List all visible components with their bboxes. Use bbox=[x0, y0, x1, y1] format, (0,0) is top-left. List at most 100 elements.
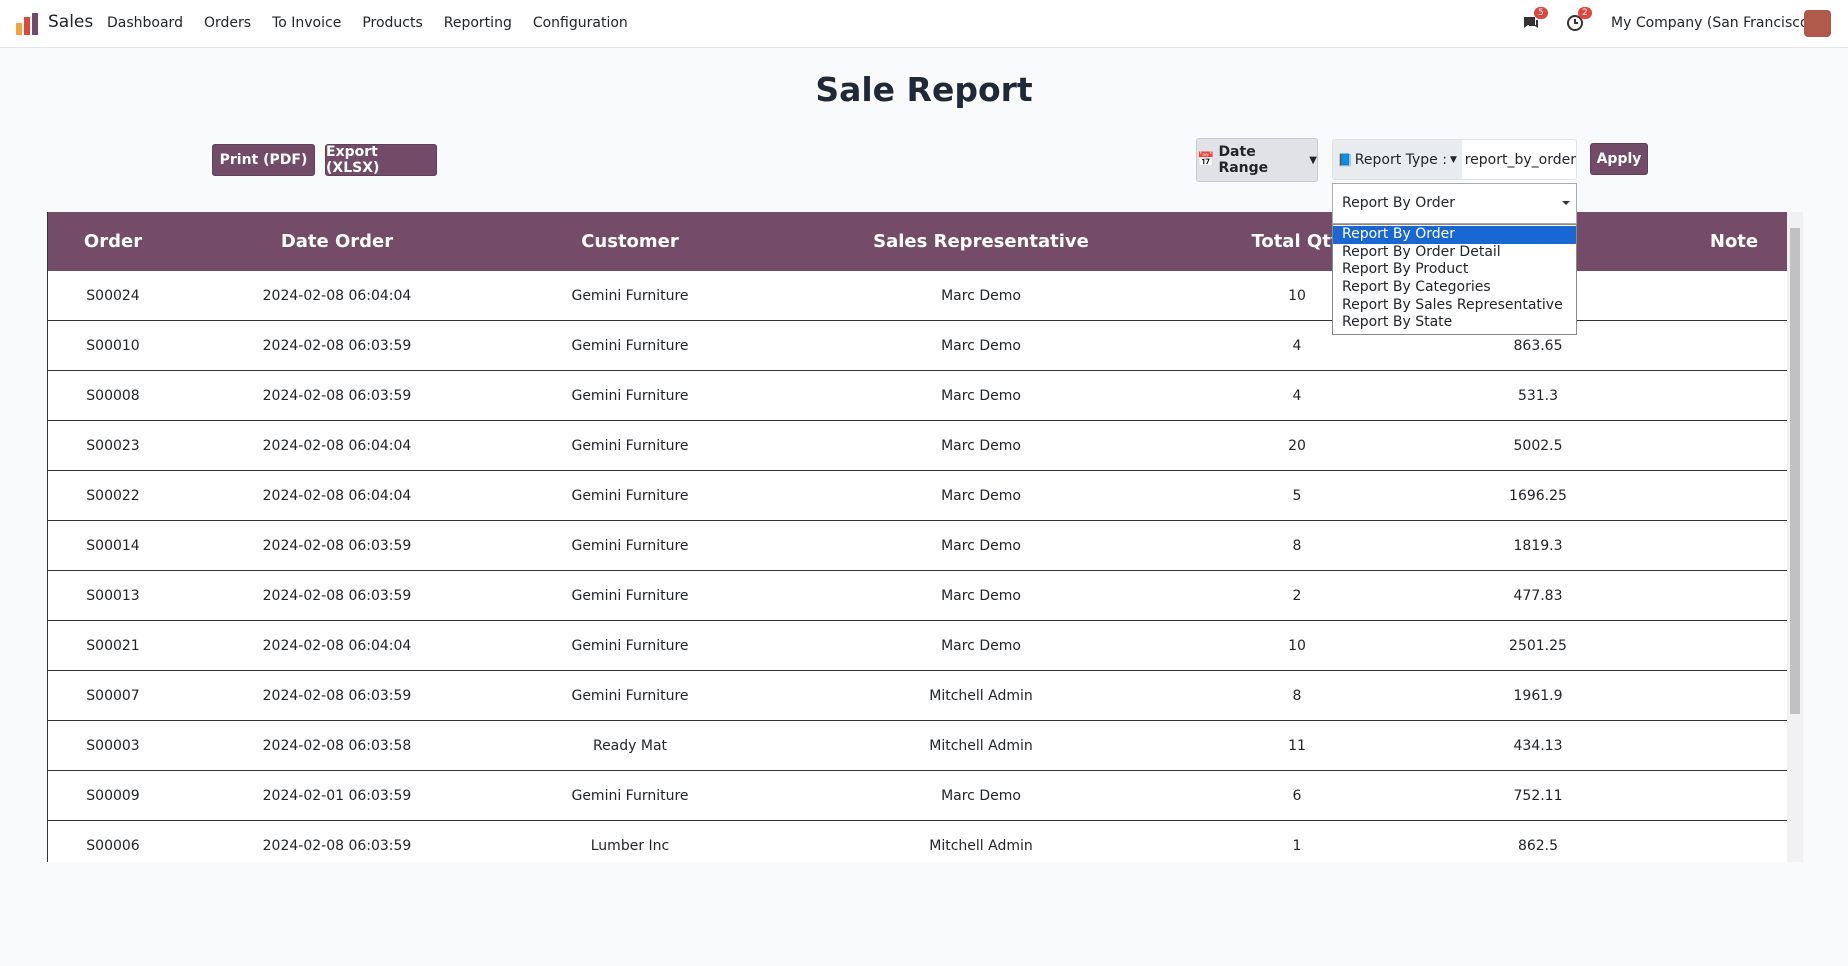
table-cell bbox=[1680, 470, 1788, 521]
menu-item[interactable]: Configuration bbox=[532, 15, 628, 31]
table-cell: Gemini Furniture bbox=[496, 470, 764, 521]
table-cell bbox=[1680, 520, 1788, 571]
avatar[interactable] bbox=[1804, 10, 1831, 37]
apply-button[interactable]: Apply bbox=[1590, 143, 1648, 175]
table-cell: 11 bbox=[1198, 720, 1396, 771]
table-cell: 2 bbox=[1198, 570, 1396, 621]
option[interactable]: Report By Sales Representative bbox=[1342, 296, 1563, 313]
table-cell: 20 bbox=[1198, 420, 1396, 471]
table-cell: 2024-02-08 06:04:04 bbox=[178, 470, 496, 521]
table-body: S00024 2024-02-08 06:04:04 Gemini Furnitur… bbox=[48, 271, 1788, 862]
table-row: S00007 2024-02-08 06:03:59 Gemini Furnitur… bbox=[48, 670, 1788, 721]
table-cell: S00023 bbox=[48, 420, 178, 471]
table-cell: 2024-02-08 06:03:59 bbox=[178, 320, 496, 371]
table-cell: 752.11 bbox=[1396, 770, 1680, 821]
selected-option: Report By Order bbox=[1342, 195, 1455, 211]
table-cell: 2024-02-08 06:03:59 bbox=[178, 520, 496, 571]
option[interactable]: Report By Product bbox=[1342, 261, 1469, 278]
option[interactable]: Report By Categories bbox=[1342, 279, 1491, 296]
table-cell: 2024-02-01 06:03:59 bbox=[178, 770, 496, 821]
table-cell: Marc Demo bbox=[764, 470, 1198, 521]
table-cell: 434.13 bbox=[1396, 720, 1680, 771]
date-range-button[interactable]: 📅 Date Range ▼ bbox=[1196, 138, 1318, 182]
report-type-value[interactable]: report_by_order bbox=[1464, 151, 1576, 168]
column-header: Order bbox=[48, 212, 178, 271]
table-cell bbox=[1680, 770, 1788, 821]
table-cell bbox=[1680, 620, 1788, 671]
table-cell: Mitchell Admin bbox=[764, 720, 1198, 771]
table-row: S00014 2024-02-08 06:03:59 Gemini Furnitur… bbox=[48, 520, 1788, 571]
table-cell: Gemini Furniture bbox=[496, 670, 764, 721]
table-cell: Gemini Furniture bbox=[496, 620, 764, 671]
table-cell: S00006 bbox=[48, 820, 178, 862]
badge: 5 bbox=[1534, 7, 1548, 19]
report-type-group: 📘 Report Type : ▼ report_by_order bbox=[1332, 139, 1577, 180]
table-cell: 8 bbox=[1198, 670, 1396, 721]
table-cell: Marc Demo bbox=[764, 570, 1198, 621]
table-row: S00022 2024-02-08 06:04:04 Gemini Furnitur… bbox=[48, 470, 1788, 521]
scroll-thumb[interactable] bbox=[1790, 228, 1800, 714]
table-cell: S00003 bbox=[48, 720, 178, 771]
table-cell bbox=[1680, 720, 1788, 771]
table-row: S00013 2024-02-08 06:03:59 Gemini Furnitur… bbox=[48, 570, 1788, 621]
table-cell: 1819.3 bbox=[1396, 520, 1680, 571]
export-button[interactable]: Export (XLSX) bbox=[325, 144, 437, 176]
table-cell: 5 bbox=[1198, 470, 1396, 521]
table-cell: 10 bbox=[1198, 620, 1396, 671]
menu: Dashboard Orders To Invoice Products Reporti… bbox=[107, 15, 628, 31]
navbar: Sales Dashboard Orders To Invoice Products R… bbox=[0, 0, 1848, 48]
company[interactable]: My Company (San Francisco) bbox=[1611, 15, 1814, 31]
table-cell: 4 bbox=[1198, 370, 1396, 421]
messages-icon[interactable]: 5 bbox=[1522, 7, 1548, 32]
menu-item[interactable]: To Invoice bbox=[272, 15, 342, 31]
column-header: Note bbox=[1680, 212, 1788, 271]
table-cell: Marc Demo bbox=[764, 271, 1198, 321]
table-cell: Gemini Furniture bbox=[496, 370, 764, 421]
table-cell: Mitchell Admin bbox=[764, 820, 1198, 862]
table-cell: S00009 bbox=[48, 770, 178, 821]
table-cell: Marc Demo bbox=[764, 370, 1198, 421]
table-cell: Marc Demo bbox=[764, 420, 1198, 471]
table-cell: Marc Demo bbox=[764, 320, 1198, 371]
table-cell: Gemini Furniture bbox=[496, 570, 764, 621]
app-name[interactable]: Sales bbox=[48, 12, 94, 32]
menu-item[interactable]: Dashboard bbox=[107, 15, 183, 31]
table-cell: Gemini Furniture bbox=[496, 770, 764, 821]
menu-item[interactable]: Reporting bbox=[443, 15, 512, 31]
table-cell: 2024-02-08 06:03:59 bbox=[178, 670, 496, 721]
table-row: S00009 2024-02-01 06:03:59 Gemini Furnitur… bbox=[48, 770, 1788, 821]
column-header: Customer bbox=[496, 212, 764, 271]
option[interactable]: Report By Order Detail bbox=[1342, 243, 1501, 260]
table-cell: Gemini Furniture bbox=[496, 520, 764, 571]
table-cell: 6 bbox=[1198, 770, 1396, 821]
table-cell: 2024-02-08 06:03:59 bbox=[178, 570, 496, 621]
table-cell bbox=[1680, 820, 1788, 862]
table-cell: S00024 bbox=[48, 271, 178, 321]
label: Report Type : bbox=[1354, 151, 1447, 168]
table-cell: S00013 bbox=[48, 570, 178, 621]
table-cell: 2501.25 bbox=[1396, 620, 1680, 671]
scrollbar[interactable] bbox=[1787, 212, 1803, 862]
report-type-label[interactable]: 📘 Report Type : ▼ bbox=[1333, 140, 1462, 179]
print-button[interactable]: Print (PDF) bbox=[212, 144, 315, 176]
menu-item[interactable]: Products bbox=[362, 15, 423, 31]
table-cell bbox=[1680, 670, 1788, 721]
report-select[interactable]: Report By Order bbox=[1332, 183, 1577, 224]
table-row: S00021 2024-02-08 06:04:04 Gemini Furnitur… bbox=[48, 620, 1788, 671]
table-row: S00003 2024-02-08 06:03:58 Ready Mat Mitche… bbox=[48, 720, 1788, 771]
label: Date Range bbox=[1218, 144, 1269, 176]
table-cell: Marc Demo bbox=[764, 620, 1198, 671]
table-cell: 2024-02-08 06:03:59 bbox=[178, 820, 496, 862]
menu-item[interactable]: Orders bbox=[203, 15, 252, 31]
table-cell: Mitchell Admin bbox=[764, 670, 1198, 721]
page-title: Sale Report bbox=[815, 70, 1033, 109]
table-cell: 2024-02-08 06:04:04 bbox=[178, 620, 496, 671]
option[interactable]: Report By Order bbox=[1333, 226, 1576, 244]
activities-icon[interactable]: 2 bbox=[1566, 7, 1592, 32]
option[interactable]: Report By State bbox=[1342, 314, 1453, 331]
table-cell: S00007 bbox=[48, 670, 178, 721]
table-cell bbox=[1680, 320, 1788, 371]
app-logo[interactable] bbox=[16, 13, 38, 35]
table-cell bbox=[1680, 370, 1788, 421]
table-row: S00008 2024-02-08 06:03:59 Gemini Furnitur… bbox=[48, 370, 1788, 421]
